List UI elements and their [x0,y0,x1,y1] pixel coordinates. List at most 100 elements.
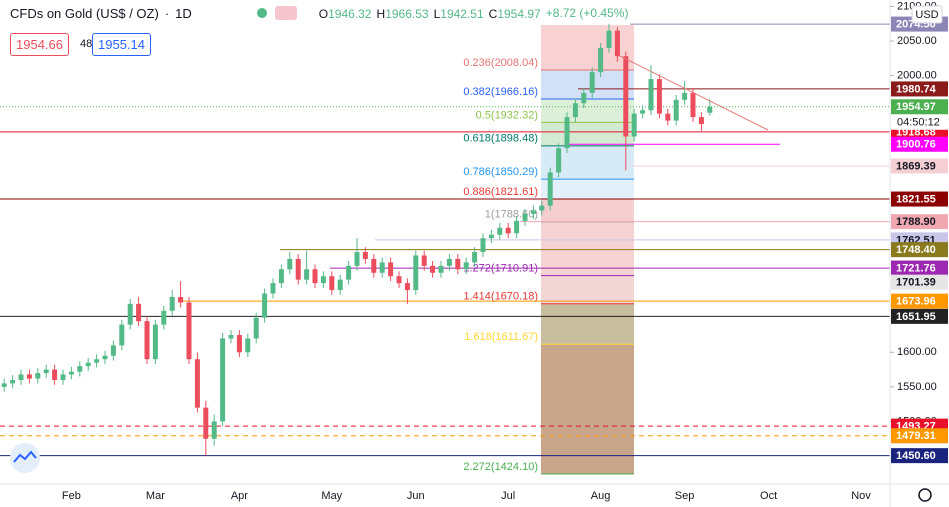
price-label-box [891,81,948,97]
ohlc-value: 1946.32 [328,6,372,21]
candle-body [253,317,259,339]
candle-body [152,324,158,360]
status-dot [256,8,267,18]
candle-body [136,303,142,322]
trend-line [619,55,769,131]
indicator-toggle[interactable] [274,6,297,20]
candle-body [640,110,646,114]
candle-body [354,251,360,266]
currency: USD [915,9,938,21]
candle-body [144,321,150,360]
ohlc-key: H [376,6,386,21]
fib-band [541,221,634,276]
y-tick-label: 2050.00 [897,35,937,47]
candle-body [10,379,16,384]
candle-body [413,255,419,291]
candle-body [220,338,226,422]
price-label-box [891,308,948,324]
price-label: 1701.39 [896,277,936,289]
candle-body [539,205,545,211]
ohlc-value: 1942.51 [440,6,484,21]
symbol-title[interactable]: CFDs on Gold (US$ / OZ) [10,5,159,21]
candle-body [262,293,268,318]
candle-body [379,262,385,273]
x-tick-label: Feb [62,490,81,502]
price-label-box [891,214,948,230]
y-tick-label: 1600.00 [897,346,937,358]
candle-body [102,355,108,360]
candle-body [631,113,637,137]
candle-body [312,269,318,284]
x-tick-label: May [321,490,342,502]
candle-body [287,258,293,270]
y-tick-label: 2000.00 [897,70,937,82]
candle-body [388,262,394,277]
price-label: 1980.74 [896,83,937,95]
candle-body [178,296,184,303]
currency-box[interactable] [911,5,943,24]
interval[interactable]: 1D [175,5,192,21]
ohlc-key: L [433,6,441,21]
price-label-box [891,191,948,207]
candle-body [110,345,116,356]
price-label-box [891,428,948,444]
candle-body [446,258,452,266]
buy-price[interactable]: 1955.14 [92,33,151,56]
candle-body [127,303,133,325]
countdown-box [891,114,948,130]
candle-body [60,374,66,380]
candle-body [1,383,7,387]
price-label: 1721.76 [896,262,936,274]
fib-label: 1.414(1670.18) [463,291,538,303]
candle-body [455,258,461,270]
sell-price[interactable]: 1954.66 [10,33,69,56]
candle-body [270,283,276,294]
fib-band [541,303,634,345]
x-tick-label: Apr [231,490,248,502]
candle-body [421,255,427,266]
price-label-box [891,99,948,115]
candle-body [522,213,528,221]
ohlc-value: 1966.53 [385,6,429,21]
price-label-box [891,242,948,258]
candle-body [463,262,469,270]
fib-band [541,70,634,100]
x-tick-label: Mar [146,490,165,502]
candle-body [572,103,578,118]
candle-body [497,227,503,235]
price-label-box [891,293,948,309]
countdown: 04:50:12 [897,117,940,129]
ohlc-key: C [488,6,498,21]
ohlc-value: 1954.97 [497,6,541,21]
candle-body [648,79,654,111]
candle-body [77,366,83,372]
x-tick-label: Jul [501,490,515,502]
fib-label: 1.618(1611.67) [464,331,538,343]
price-label: 1869.39 [896,160,936,172]
logo-mark [13,450,37,463]
candle-body [203,407,209,439]
candle-body [438,265,444,273]
candle-body [228,335,234,339]
candle-body [656,79,662,114]
spread: 48 [80,38,93,50]
candle-body [320,276,326,284]
candle-body [18,374,24,380]
settings-icon[interactable] [918,488,932,502]
price-label: 1479.31 [896,430,936,442]
price-label: 1450.60 [896,450,936,462]
candle-body [346,265,352,280]
x-tick-label: Aug [591,490,611,502]
candle-body [707,106,713,113]
fib-band [541,179,634,200]
fib-band [541,344,634,474]
price-label-box [891,136,948,152]
candle-body [43,369,49,374]
candle-body [337,279,343,291]
change: +8.72 (+0.45%) [545,6,629,20]
candle-body [698,117,704,125]
price-label: 1673.96 [896,296,936,308]
candle-body [472,251,478,263]
candle-body [194,359,200,408]
